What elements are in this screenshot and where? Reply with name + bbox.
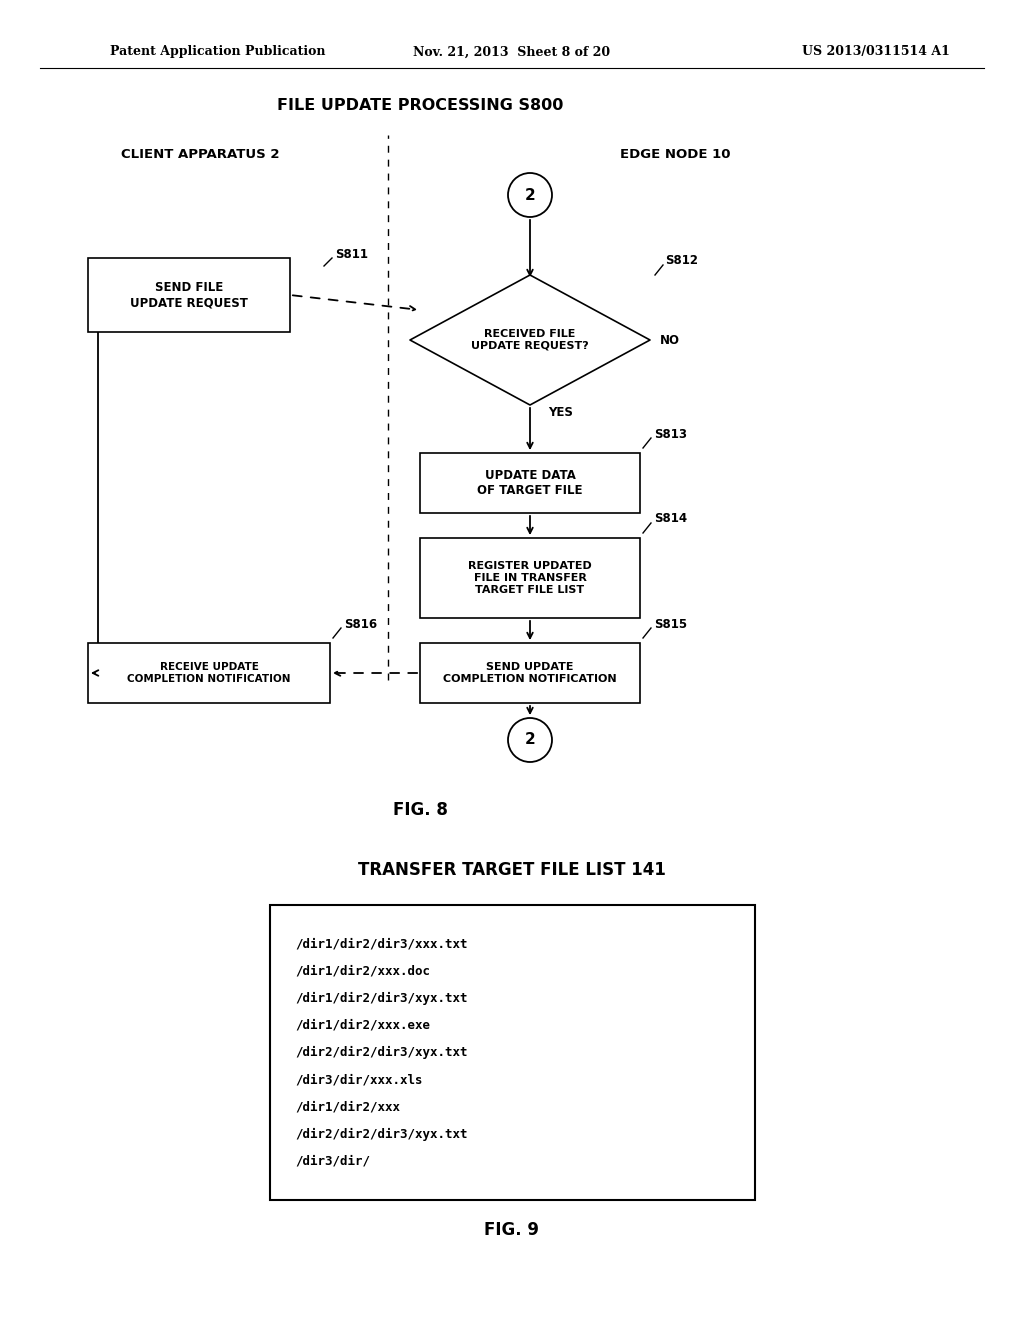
Text: YES: YES — [548, 405, 572, 418]
Text: RECEIVE UPDATE
COMPLETION NOTIFICATION: RECEIVE UPDATE COMPLETION NOTIFICATION — [127, 663, 291, 684]
Text: /dir1/dir2/xxx.exe: /dir1/dir2/xxx.exe — [295, 1019, 430, 1032]
Bar — [88, 257, 290, 333]
Text: FILE UPDATE PROCESSING S800: FILE UPDATE PROCESSING S800 — [276, 98, 563, 112]
Text: /dir2/dir2/dir3/xyx.txt: /dir2/dir2/dir3/xyx.txt — [295, 1045, 468, 1059]
Text: /dir3/dir/xxx.xls: /dir3/dir/xxx.xls — [295, 1073, 423, 1086]
Text: UPDATE DATA
OF TARGET FILE: UPDATE DATA OF TARGET FILE — [477, 469, 583, 498]
Text: /dir2/dir2/dir3/xyx.txt: /dir2/dir2/dir3/xyx.txt — [295, 1127, 468, 1140]
Text: 2: 2 — [524, 733, 536, 747]
Text: FIG. 9: FIG. 9 — [484, 1221, 540, 1239]
Text: US 2013/0311514 A1: US 2013/0311514 A1 — [802, 45, 950, 58]
Text: SEND FILE
UPDATE REQUEST: SEND FILE UPDATE REQUEST — [130, 281, 248, 309]
Text: /dir1/dir2/xxx: /dir1/dir2/xxx — [295, 1101, 400, 1114]
Text: /dir1/dir2/xxx.doc: /dir1/dir2/xxx.doc — [295, 965, 430, 977]
Bar — [420, 643, 640, 704]
Text: S816: S816 — [344, 618, 377, 631]
Text: S814: S814 — [654, 512, 687, 525]
Text: /dir3/dir/: /dir3/dir/ — [295, 1155, 370, 1168]
Text: FIG. 8: FIG. 8 — [392, 801, 447, 818]
Text: S813: S813 — [654, 428, 687, 441]
Text: S815: S815 — [654, 618, 687, 631]
Text: S811: S811 — [335, 248, 368, 260]
Text: SEND UPDATE
COMPLETION NOTIFICATION: SEND UPDATE COMPLETION NOTIFICATION — [443, 663, 616, 684]
Text: Nov. 21, 2013  Sheet 8 of 20: Nov. 21, 2013 Sheet 8 of 20 — [414, 45, 610, 58]
Polygon shape — [410, 275, 650, 405]
Text: /dir1/dir2/dir3/xxx.txt: /dir1/dir2/dir3/xxx.txt — [295, 937, 468, 950]
Text: /dir1/dir2/dir3/xyx.txt: /dir1/dir2/dir3/xyx.txt — [295, 991, 468, 1005]
Text: CLIENT APPARATUS 2: CLIENT APPARATUS 2 — [121, 149, 280, 161]
Text: RECEIVED FILE
UPDATE REQUEST?: RECEIVED FILE UPDATE REQUEST? — [471, 329, 589, 351]
Bar — [420, 453, 640, 513]
Text: NO: NO — [660, 334, 680, 346]
Text: EDGE NODE 10: EDGE NODE 10 — [620, 149, 730, 161]
Text: S812: S812 — [665, 253, 698, 267]
Text: TRANSFER TARGET FILE LIST 141: TRANSFER TARGET FILE LIST 141 — [358, 861, 666, 879]
Text: 2: 2 — [524, 187, 536, 202]
Text: Patent Application Publication: Patent Application Publication — [110, 45, 326, 58]
Text: REGISTER UPDATED
FILE IN TRANSFER
TARGET FILE LIST: REGISTER UPDATED FILE IN TRANSFER TARGET… — [468, 561, 592, 594]
Bar — [88, 643, 330, 704]
Bar — [270, 906, 755, 1200]
Bar — [420, 539, 640, 618]
